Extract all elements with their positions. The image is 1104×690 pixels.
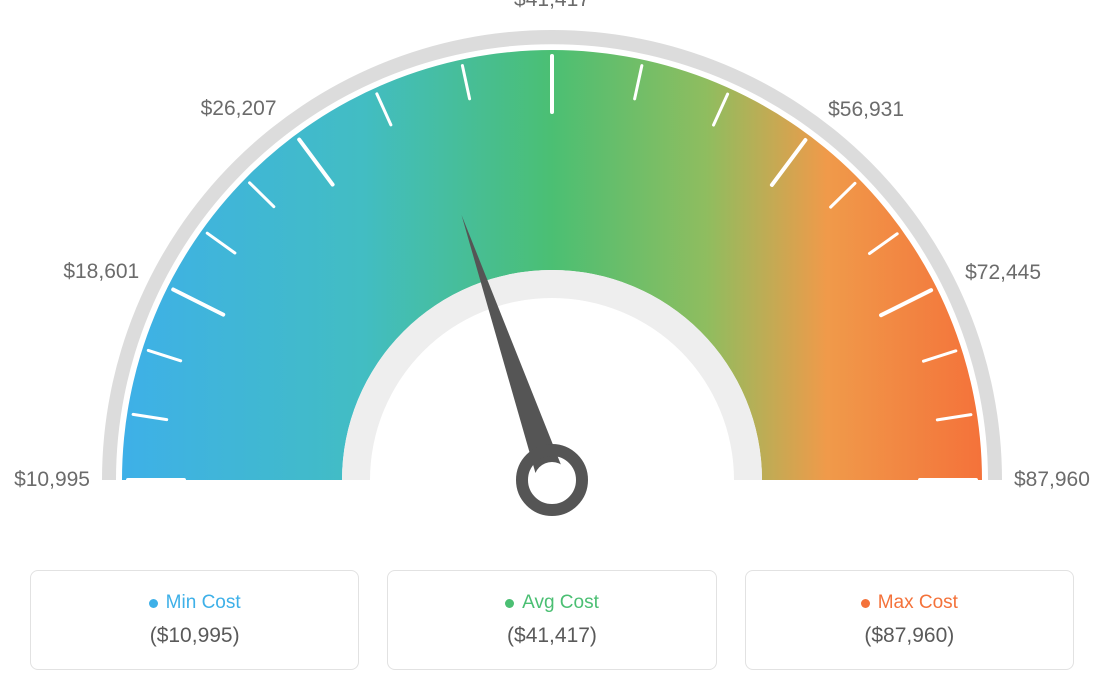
gauge-tick-label: $56,931 (828, 98, 904, 122)
legend-card-min: Min Cost ($10,995) (30, 570, 359, 670)
legend-label: Max Cost (878, 592, 958, 614)
gauge-tick-label: $72,445 (965, 261, 1041, 285)
legend-label: Min Cost (166, 592, 241, 614)
legend-row: Min Cost ($10,995) Avg Cost ($41,417) Ma… (0, 570, 1104, 670)
dot-icon (861, 599, 870, 608)
gauge-tick-label: $41,417 (514, 0, 590, 12)
gauge-svg (0, 0, 1104, 560)
legend-card-max: Max Cost ($87,960) (745, 570, 1074, 670)
legend-title-min: Min Cost (149, 592, 241, 614)
legend-value-min: ($10,995) (150, 624, 240, 648)
legend-label: Avg Cost (522, 592, 599, 614)
legend-value-max: ($87,960) (864, 624, 954, 648)
gauge-chart: $10,995 $18,601 $26,207 $41,417 $56,931 $72,4… (0, 0, 1104, 560)
dot-icon (505, 599, 514, 608)
legend-title-avg: Avg Cost (505, 592, 599, 614)
dot-icon (149, 599, 158, 608)
gauge-tick-label: $10,995 (14, 468, 90, 492)
gauge-tick-label: $18,601 (63, 260, 139, 284)
gauge-tick-label: $26,207 (201, 97, 277, 121)
legend-title-max: Max Cost (861, 592, 958, 614)
chart-container: $10,995 $18,601 $26,207 $41,417 $56,931 $72,4… (0, 0, 1104, 690)
gauge-tick-label: $87,960 (1014, 468, 1090, 492)
legend-card-avg: Avg Cost ($41,417) (387, 570, 716, 670)
legend-value-avg: ($41,417) (507, 624, 597, 648)
